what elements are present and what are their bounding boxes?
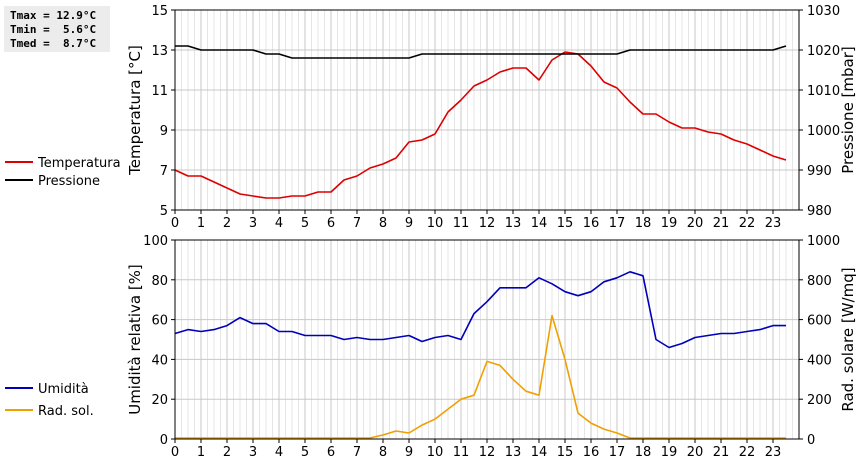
panel1-y-right-tick-label: 1030 — [807, 4, 840, 19]
panel1-x-tick-label: 1 — [197, 216, 205, 231]
panel2-x-tick-label: 17 — [609, 445, 626, 460]
tmin-readout: Tmin = 5.6°C — [10, 23, 97, 36]
panel1-x-tick-label: 18 — [635, 216, 652, 231]
panel2-x-tick-label: 23 — [765, 445, 782, 460]
stats-box: Tmax = 12.9°C Tmin = 5.6°C Tmed = 8.7°C — [4, 6, 110, 52]
panel2-x-tick-label: 8 — [379, 445, 387, 460]
panel2-x-tick-label: 21 — [713, 445, 730, 460]
panel2-x-tick-label: 14 — [531, 445, 548, 460]
panel2-y-right-tick-label: 400 — [807, 353, 832, 368]
panel2-y-right-tick-label: 0 — [807, 433, 815, 448]
panel1-x-tick-label: 11 — [453, 216, 470, 231]
panel1-x-tick-label: 22 — [739, 216, 756, 231]
panel1-x-tick-label: 20 — [687, 216, 704, 231]
panel1-x-tick-label: 15 — [557, 216, 574, 231]
panel2-x-tick-label: 5 — [301, 445, 309, 460]
panel1-y-right-tick-label: 1000 — [807, 124, 840, 139]
panel1-x-tick-label: 17 — [609, 216, 626, 231]
panel2-x-tick-label: 19 — [661, 445, 678, 460]
panel1-x-tick-label: 0 — [171, 216, 179, 231]
panel2-y-left-tick-label: 0 — [160, 433, 168, 448]
panel2-y-left-tick-label: 100 — [143, 234, 168, 249]
panel1-y-right-tick-label: 1020 — [807, 44, 840, 59]
panel1-y-left-tick-label: 15 — [151, 4, 168, 19]
panel2-y-left-tick-label: 60 — [151, 314, 168, 329]
panel2-y-right-tick-label: 600 — [807, 314, 832, 329]
panel2-legend-label-1: Umidità — [38, 382, 89, 397]
panel2-x-tick-label: 16 — [583, 445, 600, 460]
panel1-y-left-tick-label: 9 — [160, 124, 168, 139]
panel1-y-left-tick-label: 13 — [151, 44, 168, 59]
panel1-y-left-tick-label: 11 — [151, 84, 168, 99]
panel1-x-tick-label: 4 — [275, 216, 283, 231]
panel2-y-left-tick-label: 80 — [151, 274, 168, 289]
panel1-x-tick-label: 10 — [427, 216, 444, 231]
panel2-x-tick-label: 22 — [739, 445, 756, 460]
panel1-legend-label-2: Pressione — [38, 174, 100, 189]
panel1-x-tick-label: 8 — [379, 216, 387, 231]
panel2-x-tick-label: 3 — [249, 445, 257, 460]
panel2-y-right-tick-label: 1000 — [807, 234, 840, 249]
panel2-x-tick-label: 2 — [223, 445, 231, 460]
panel1-x-tick-label: 12 — [479, 216, 496, 231]
panel2-y-right-tick-label: 800 — [807, 274, 832, 289]
panel2-x-tick-label: 0 — [171, 445, 179, 460]
panel1-series-line-2 — [175, 45, 787, 59]
panel2-y-right-tick-label: 200 — [807, 393, 832, 408]
panel2-x-tick-label: 11 — [453, 445, 470, 460]
panel1-x-tick-label: 16 — [583, 216, 600, 231]
panel1-y-right-axis-title: Pressione [mbar] — [839, 46, 857, 174]
panel2-x-tick-label: 4 — [275, 445, 283, 460]
panel1-x-tick-label: 6 — [327, 216, 335, 231]
panel1-y-right-tick-label: 990 — [807, 164, 832, 179]
panel1-y-left-tick-label: 7 — [160, 164, 168, 179]
panel1-x-tick-label: 19 — [661, 216, 678, 231]
panel1-x-tick-label: 13 — [505, 216, 522, 231]
panel2-x-tick-label: 6 — [327, 445, 335, 460]
panel2-x-tick-label: 20 — [687, 445, 704, 460]
panel1-x-tick-label: 3 — [249, 216, 257, 231]
panel2-x-tick-label: 15 — [557, 445, 574, 460]
tmax-readout: Tmax = 12.9°C — [10, 9, 97, 22]
panel2-y-right-axis-title: Rad. solare [W/mq] — [839, 267, 857, 411]
panel2-x-tick-label: 13 — [505, 445, 522, 460]
panel2-series-line-1 — [174, 270, 786, 349]
panel2-y-left-tick-label: 20 — [151, 393, 168, 408]
panel2-x-tick-label: 18 — [635, 445, 652, 460]
panel1-x-tick-label: 7 — [353, 216, 361, 231]
panel1-x-tick-label: 23 — [765, 216, 782, 231]
panel2-x-tick-label: 1 — [197, 445, 205, 460]
panel1-x-tick-label: 21 — [713, 216, 730, 231]
panel2-y-left-axis-title: Umidità relativa [%] — [126, 264, 144, 415]
panel1-y-left-tick-label: 5 — [160, 204, 168, 219]
panel1-x-tick-label: 14 — [531, 216, 548, 231]
panel1-series-line-1 — [174, 51, 787, 199]
panel2-legend-label-2: Rad. sol. — [38, 404, 94, 419]
panel2-x-tick-label: 10 — [427, 445, 444, 460]
panel2-series-line-2 — [175, 314, 786, 439]
panel1-x-tick-label: 9 — [405, 216, 413, 231]
panel2-x-tick-label: 7 — [353, 445, 361, 460]
panel1-x-tick-label: 2 — [223, 216, 231, 231]
tmed-readout: Tmed = 8.7°C — [10, 37, 97, 50]
panel2-x-tick-label: 9 — [405, 445, 413, 460]
panel1-legend-label-1: Temperatura — [37, 156, 121, 171]
panel1-x-tick-label: 5 — [301, 216, 309, 231]
panel1-y-right-tick-label: 1010 — [807, 84, 840, 99]
panel1-y-left-axis-title: Temperatura [°C] — [126, 45, 144, 176]
panel1-y-right-tick-label: 980 — [807, 204, 832, 219]
panel2-y-left-tick-label: 40 — [151, 353, 168, 368]
panel2-x-tick-label: 12 — [479, 445, 496, 460]
